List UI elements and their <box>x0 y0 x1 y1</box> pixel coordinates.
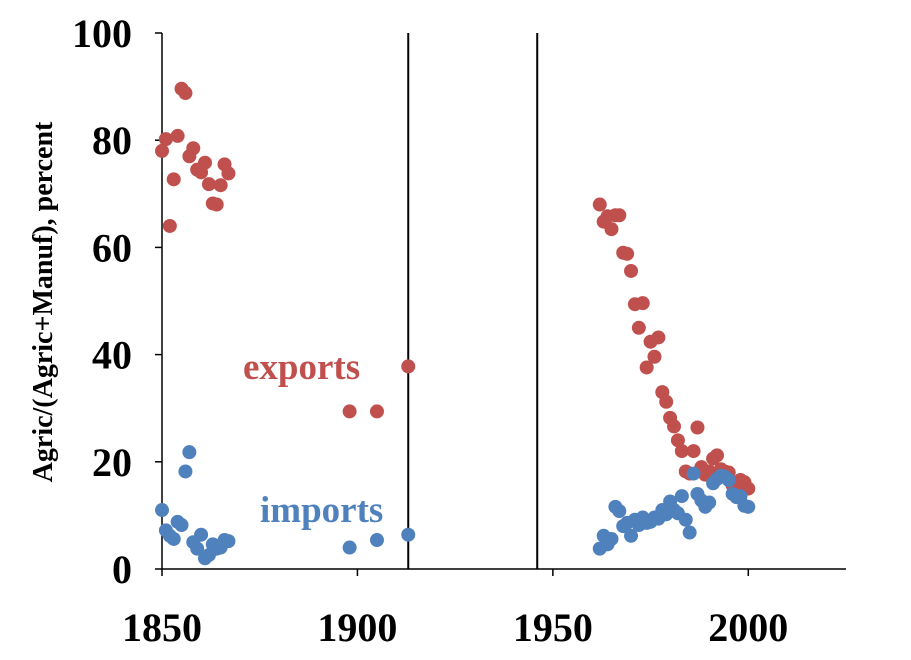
exports-point <box>197 155 212 170</box>
y-axis-title: Agric/(Agric+Manuf), percent <box>28 121 59 482</box>
imports-point <box>741 499 756 514</box>
imports-point <box>624 528 639 543</box>
y-tick-label: 60 <box>92 225 132 270</box>
exports-point <box>170 128 185 143</box>
exports-point <box>667 419 682 434</box>
x-tick-label: 1900 <box>317 605 397 650</box>
axes <box>155 32 846 576</box>
exports-point <box>178 86 193 101</box>
exports-point <box>162 218 177 233</box>
imports-point <box>674 489 689 504</box>
exports-point <box>690 420 705 435</box>
imports-point <box>604 531 619 546</box>
tick-labels: 0 20 40 60 80 100 1850 1900 1950 2000 <box>72 11 788 650</box>
reference-lines <box>407 33 539 569</box>
exports-point <box>670 433 685 448</box>
exports-point <box>710 448 725 463</box>
y-tick-label: 100 <box>72 11 132 56</box>
y-tick-label: 40 <box>92 333 132 378</box>
x-tick-label: 1950 <box>513 605 593 650</box>
imports-point <box>682 525 697 540</box>
exports-point <box>674 444 689 459</box>
exports-point <box>158 132 173 147</box>
exports-point <box>651 330 666 345</box>
exports-point <box>155 143 169 158</box>
exports-point <box>201 177 216 192</box>
exports-point <box>186 141 201 156</box>
exports-point <box>604 222 619 237</box>
x-tick-label: 1850 <box>122 605 202 650</box>
exports-point <box>213 178 228 193</box>
exports-point <box>221 166 236 181</box>
data-points <box>155 81 756 566</box>
imports-point <box>702 495 717 510</box>
y-tick-label: 0 <box>112 547 132 592</box>
exports-point <box>612 208 627 223</box>
exports-point <box>342 404 357 419</box>
exports-point <box>209 197 224 212</box>
imports-point <box>369 533 384 548</box>
y-tick-label: 20 <box>92 440 132 485</box>
exports-point <box>592 197 607 212</box>
exports-point <box>686 444 701 459</box>
exports-point <box>166 172 181 187</box>
exports-point <box>369 404 384 419</box>
imports-point <box>166 531 181 546</box>
imports-point <box>182 445 197 460</box>
exports-point <box>624 263 639 278</box>
imports-point <box>174 518 189 533</box>
imports-point <box>221 534 236 549</box>
exports-point <box>620 246 635 261</box>
series-label-exports: exports <box>243 347 360 388</box>
series-label-imports: imports <box>260 490 383 531</box>
exports-point <box>401 359 416 374</box>
exports-point <box>639 360 654 375</box>
y-tick-label: 80 <box>92 118 132 163</box>
exports-point <box>635 296 650 311</box>
imports-point <box>342 540 357 555</box>
imports-point <box>612 504 627 519</box>
exports-point <box>659 394 674 409</box>
imports-point <box>178 464 193 479</box>
exports-point <box>631 320 646 335</box>
imports-point <box>155 503 169 518</box>
imports-point <box>678 512 693 527</box>
imports-point <box>686 466 701 481</box>
exports-point <box>647 349 662 364</box>
imports-point <box>401 527 416 542</box>
imports-point <box>190 541 205 556</box>
imports-point <box>194 527 209 542</box>
series-labels: exports imports <box>243 347 383 531</box>
x-tick-label: 2000 <box>708 605 788 650</box>
imports-point <box>721 473 736 488</box>
